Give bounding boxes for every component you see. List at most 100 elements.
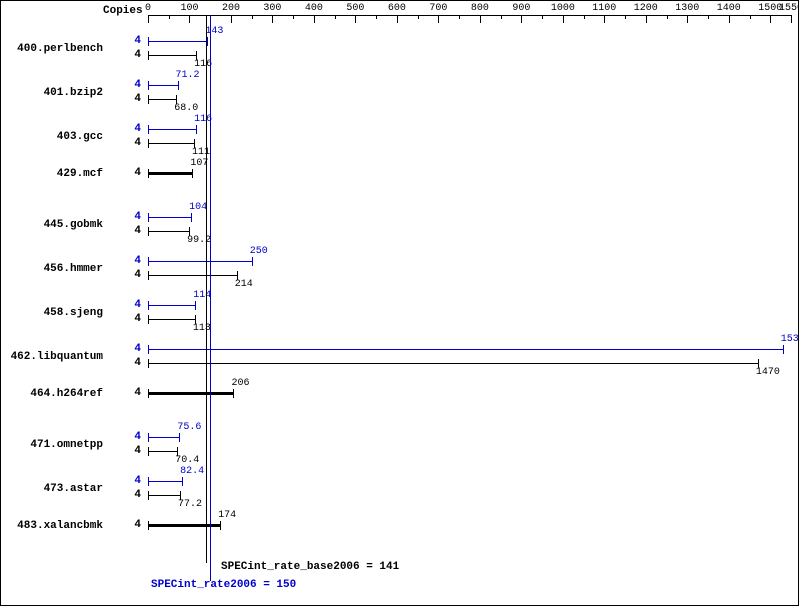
bar-cap [148,125,149,134]
bar [148,319,195,320]
bar-cap [233,389,234,398]
axis-minor-tick [376,15,377,19]
axis-label: 400 [305,3,323,14]
copies-value: 4 [129,167,141,179]
benchmark-name: 456.hmmer [3,263,103,275]
bar [148,275,237,276]
copies-value: 4 [129,387,141,399]
bar-value: 82.4 [180,466,204,477]
bar-value: 1530 [781,334,799,345]
bar-value: 77.2 [178,499,202,510]
bar-value: 143 [205,26,223,37]
benchmark-chart: Copies 010020030040050060070080090010001… [0,0,799,606]
copies-value: 4 [129,357,141,369]
bar-cap [148,257,149,266]
bar-cap [148,139,149,148]
bar-value: 206 [231,378,249,389]
benchmark-name: 401.bzip2 [3,87,103,99]
axis-label: 1550 [779,3,799,14]
bar-cap [148,37,149,46]
bar [148,129,196,130]
copies-value: 4 [129,35,141,47]
bar [148,41,207,42]
bar-value: 113 [193,323,211,334]
axis-tick [563,15,564,23]
bar-cap [148,271,149,280]
axis-minor-tick [252,15,253,19]
bar-cap [148,433,149,442]
bar-cap [148,51,149,60]
bar-cap [783,345,784,354]
copies-value: 4 [129,93,141,105]
copies-value: 4 [129,123,141,135]
axis-tick [355,15,356,23]
copies-value: 4 [129,313,141,325]
axis-minor-tick [418,15,419,19]
bar-value: 114 [193,290,211,301]
copies-value: 4 [129,137,141,149]
axis-label: 0 [145,3,151,14]
axis-label: 300 [263,3,281,14]
bar [148,392,233,395]
axis-label: 1300 [675,3,699,14]
bar-cap [148,95,149,104]
bar-value: 1470 [756,367,780,378]
axis-tick [148,15,149,23]
bar-cap [148,521,149,530]
copies-value: 4 [129,255,141,267]
axis-tick [231,15,232,23]
axis-label: 1400 [717,3,741,14]
benchmark-name: 462.libquantum [3,351,103,363]
axis-tick [646,15,647,23]
bar-value: 71.2 [176,70,200,81]
bar-cap [148,345,149,354]
bar-cap [148,227,149,236]
axis-minor-tick [750,15,751,19]
bar [148,481,182,482]
axis-label: 100 [180,3,198,14]
benchmark-name: 483.xalancbmk [3,520,103,532]
axis-tick [272,15,273,23]
bar-value: 250 [250,246,268,257]
axis-tick [397,15,398,23]
bar-cap [148,315,149,324]
benchmark-name: 429.mcf [3,168,103,180]
bar [148,305,195,306]
axis-tick [687,15,688,23]
bar-cap [196,125,197,134]
copies-value: 4 [129,49,141,61]
bar-cap [148,81,149,90]
bar [148,261,252,262]
reference-line [206,15,207,563]
axis-tick [438,15,439,23]
bar [148,495,180,496]
bar-cap [148,389,149,398]
bar [148,451,177,452]
copies-header: Copies [103,5,143,17]
benchmark-name: 400.perlbench [3,43,103,55]
bar [148,437,179,438]
axis-minor-tick [708,15,709,19]
axis-tick [791,15,792,23]
bar [148,99,176,100]
copies-value: 4 [129,225,141,237]
axis-minor-tick [501,15,502,19]
bar-value: 68.0 [174,103,198,114]
reference-line [210,15,211,581]
axis-minor-tick [542,15,543,19]
bar-cap [191,213,192,222]
axis-tick [770,15,771,23]
axis-minor-tick [293,15,294,19]
benchmark-name: 471.omnetpp [3,439,103,451]
bar-cap [192,169,193,178]
benchmark-name: 473.astar [3,483,103,495]
bar [148,172,192,175]
axis-label: 200 [222,3,240,14]
axis-tick [189,15,190,23]
bar-cap [148,491,149,500]
summary-text: SPECint_rate2006 = 150 [151,579,296,591]
axis-label: 600 [388,3,406,14]
bar [148,231,189,232]
bar-cap [252,257,253,266]
axis-label: 1100 [592,3,616,14]
